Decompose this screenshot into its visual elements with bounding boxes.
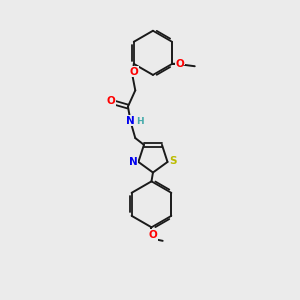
Text: —: —: [182, 60, 193, 70]
Text: S: S: [170, 156, 177, 166]
Text: N: N: [126, 116, 135, 126]
Text: N: N: [129, 157, 137, 167]
Text: H: H: [136, 117, 144, 126]
Text: O: O: [148, 230, 157, 240]
Text: O: O: [107, 96, 116, 106]
Text: O: O: [129, 67, 138, 76]
Text: O: O: [176, 59, 184, 69]
